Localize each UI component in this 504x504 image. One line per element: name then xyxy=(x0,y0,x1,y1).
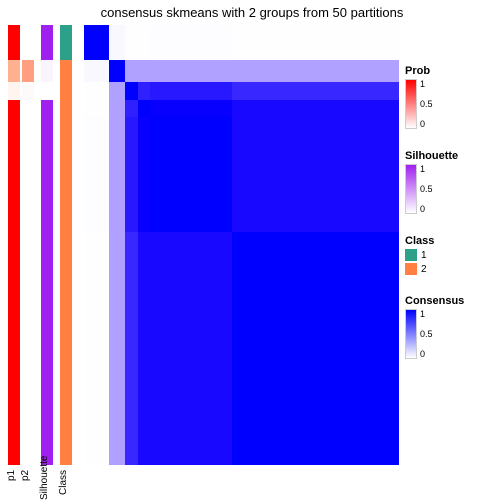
legend-tick: 0 xyxy=(420,204,433,214)
heatmap-cell xyxy=(84,82,109,100)
legend-tick: 0 xyxy=(420,349,433,359)
heatmap-cell xyxy=(125,82,138,100)
legend-swatch xyxy=(405,249,417,261)
legend-title: Prob xyxy=(405,65,500,77)
heatmap-cell xyxy=(109,117,125,231)
legend-consensus: Consensus 1 0.5 0 xyxy=(405,295,500,359)
heatmap-cell xyxy=(138,232,151,465)
legend-tick: 1 xyxy=(420,79,433,89)
heatmap-cell xyxy=(109,100,125,118)
column-label: p1 xyxy=(6,470,17,500)
heatmap-cell xyxy=(125,60,138,82)
heatmap-cell xyxy=(125,25,138,60)
legend-class: Class 1 2 xyxy=(405,235,500,277)
heatmap-cell xyxy=(84,60,109,82)
column-label: p2 xyxy=(20,470,31,500)
heatmap-cell xyxy=(232,82,399,100)
heatmap-cell xyxy=(84,100,109,118)
heatmap-cell xyxy=(150,117,232,231)
heatmap-cell xyxy=(84,117,109,231)
legend-silhouette: Silhouette 1 0.5 0 xyxy=(405,150,500,214)
track-p2 xyxy=(22,25,34,465)
heatmap-cell xyxy=(138,82,151,100)
heatmap-cell xyxy=(232,232,399,465)
legend-title: Consensus xyxy=(405,295,500,307)
legend-tick: 0.5 xyxy=(420,329,433,339)
plot-area xyxy=(4,25,399,465)
legend-tick: 0.5 xyxy=(420,99,433,109)
legend-title: Class xyxy=(405,235,500,247)
legend-class-item: 2 xyxy=(405,263,500,277)
track-silhouette xyxy=(41,25,53,465)
legend-gradient xyxy=(405,164,417,214)
heatmap-cell xyxy=(138,60,151,82)
legend-tick: 0.5 xyxy=(420,184,433,194)
heatmap-cell xyxy=(138,100,151,118)
heatmap-cell xyxy=(232,25,399,60)
heatmap-cell xyxy=(138,117,151,231)
legend-gradient xyxy=(405,79,417,129)
chart-title: consensus skmeans with 2 groups from 50 … xyxy=(0,5,504,20)
heatmap-cell xyxy=(138,25,151,60)
heatmap-cell xyxy=(232,100,399,118)
heatmap-cell xyxy=(150,100,232,118)
heatmap-cell xyxy=(150,82,232,100)
legend-tick: 0 xyxy=(420,119,433,129)
legend-class-label: 2 xyxy=(421,264,427,275)
legend-class-label: 1 xyxy=(421,250,427,261)
legend-tick: 1 xyxy=(420,164,433,174)
heatmap-cell xyxy=(125,100,138,118)
heatmap-cell xyxy=(150,25,232,60)
legend-tick: 1 xyxy=(420,309,433,319)
heatmap-cell xyxy=(232,117,399,231)
heatmap-cell xyxy=(150,60,232,82)
heatmap-cell xyxy=(109,82,125,100)
heatmap-cell xyxy=(125,117,138,231)
heatmap-cell xyxy=(109,60,125,82)
heatmap-cell xyxy=(232,60,399,82)
column-label: Silhouette xyxy=(39,470,50,500)
track-p1 xyxy=(8,25,20,465)
consensus-heatmap xyxy=(84,25,399,465)
legend-class-item: 1 xyxy=(405,249,500,263)
column-label: Class xyxy=(58,470,69,500)
heatmap-cell xyxy=(84,232,109,465)
heatmap-cell xyxy=(109,232,125,465)
heatmap-cell xyxy=(109,25,125,60)
legend-gradient xyxy=(405,309,417,359)
track-class xyxy=(60,25,72,465)
legend-swatch xyxy=(405,263,417,275)
heatmap-cell xyxy=(84,25,109,60)
legend-prob: Prob 1 0.5 0 xyxy=(405,65,500,129)
heatmap-cell xyxy=(125,232,138,465)
legend-title: Silhouette xyxy=(405,150,500,162)
heatmap-cell xyxy=(150,232,232,465)
